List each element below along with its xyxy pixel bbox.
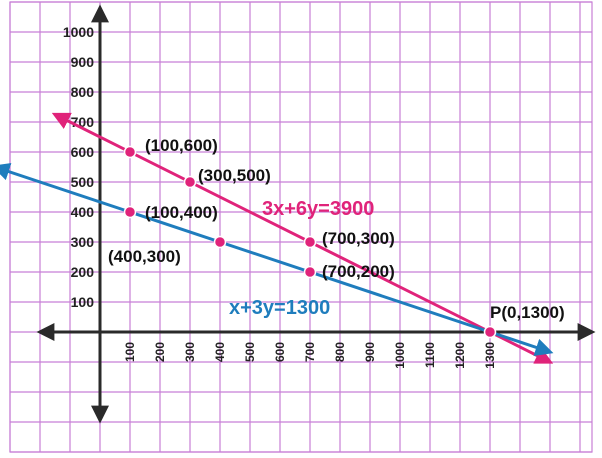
x-tick-600: 600 [273,342,287,362]
y-tick-200: 200 [71,264,95,280]
x-tick-200: 200 [153,342,167,362]
x-tick-100: 100 [123,342,137,362]
point-label-100-400: (100,400) [145,203,218,222]
x-tick-1100: 1100 [423,342,437,368]
x-tick-500: 500 [243,342,257,362]
x-tick-1300: 1300 [483,342,497,369]
data-point-1 [183,175,197,189]
series-line-1 [0,163,554,356]
y-tick-1000: 1000 [63,24,94,40]
data-point-4 [213,235,227,249]
y-tick-100: 100 [71,294,95,310]
x-tick-900: 900 [363,342,377,362]
series-lines [0,112,554,364]
y-tick-900: 900 [71,54,95,70]
point-label-300-500: (300,500) [198,166,271,185]
data-points [123,145,497,339]
x-tick-1200: 1200 [453,342,467,369]
series-label-blue: x+3y=1300 [229,297,330,319]
point-label-p: P(0,1300) [490,303,565,322]
data-point-5 [303,265,317,279]
grid-border [9,1,593,453]
x-tick-1000: 1000 [393,342,407,369]
point-label-400-300: (400,300) [108,247,181,266]
x-tick-400: 400 [213,342,227,362]
point-label-700-300: (700,300) [322,229,395,248]
y-tick-400: 400 [71,204,95,220]
y-tick-500: 500 [71,174,95,190]
annotations: (100,600) (300,500) (700,300) (100,400) … [108,136,565,322]
y-tick-600: 600 [71,144,95,160]
point-label-700-200: (700,200) [322,262,395,281]
grid [9,1,593,453]
data-point-3 [123,205,137,219]
y-tick-300: 300 [71,234,95,250]
x-tick-300: 300 [183,342,197,362]
series-label-pink: 3x+6y=3900 [262,198,374,220]
data-point-2 [303,235,317,249]
data-point-6 [483,325,497,339]
x-tick-700: 700 [303,342,317,362]
x-tick-800: 800 [333,342,347,362]
data-point-0 [123,145,137,159]
y-tick-800: 800 [71,84,95,100]
point-label-100-600: (100,600) [145,136,218,155]
